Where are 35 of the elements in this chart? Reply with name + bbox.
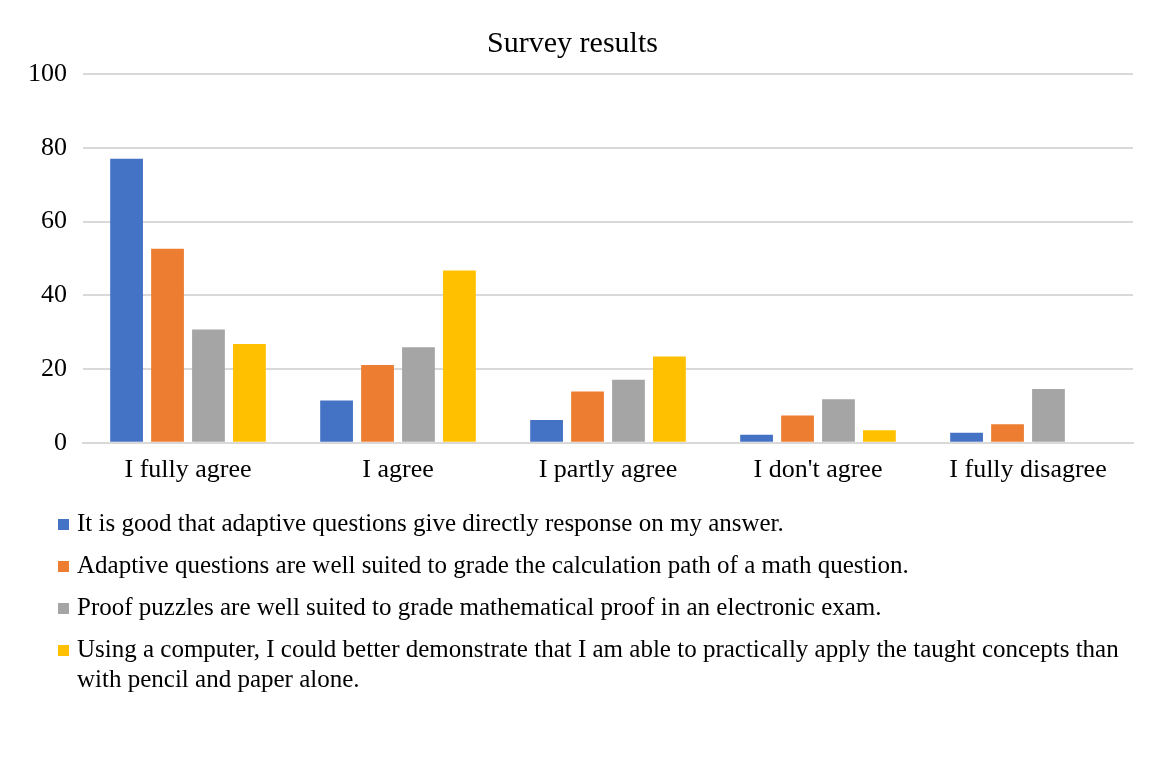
bar (991, 424, 1024, 442)
bar (151, 248, 184, 442)
bar (192, 329, 225, 442)
legend-label: Proof puzzles are well suited to grade mathematical proof in an electronic exam. (77, 592, 882, 622)
y-tick-label: 40 (41, 279, 67, 309)
legend-label: Using a computer, I could better demonstrate that I am able to practically apply the taught concepts than with pencil and paper alone. (77, 634, 1120, 694)
bar (361, 364, 394, 442)
bar (1032, 388, 1065, 442)
x-tick-label: I agree (362, 454, 434, 484)
bar (612, 379, 645, 442)
bar (110, 158, 143, 442)
x-tick-label: I partly agree (538, 454, 678, 484)
bar (320, 400, 353, 442)
bar (530, 419, 563, 442)
bar (653, 356, 686, 442)
chart-title: Survey results (487, 24, 658, 58)
bar (402, 347, 435, 442)
bar (863, 430, 896, 442)
bar (781, 415, 814, 442)
legend-label: Adaptive questions are well suited to grade the calculation path of a math question. (77, 550, 909, 580)
legend-label: It is good that adaptive questions give directly response on my answer. (77, 508, 784, 538)
bar (822, 399, 855, 442)
y-tick-label: 0 (54, 426, 67, 456)
x-tick-label: I fully agree (124, 454, 252, 484)
y-tick-label: 60 (41, 205, 67, 235)
bar (233, 343, 266, 442)
bar (443, 270, 476, 442)
y-tick-label: 20 (41, 352, 67, 382)
bar (950, 432, 983, 442)
x-tick-label: I fully disagree (949, 454, 1107, 484)
bar (740, 434, 773, 442)
bar (571, 391, 604, 442)
y-tick-label: 100 (28, 57, 67, 87)
x-tick-label: I don't agree (753, 454, 883, 484)
y-tick-label: 80 (41, 131, 67, 161)
